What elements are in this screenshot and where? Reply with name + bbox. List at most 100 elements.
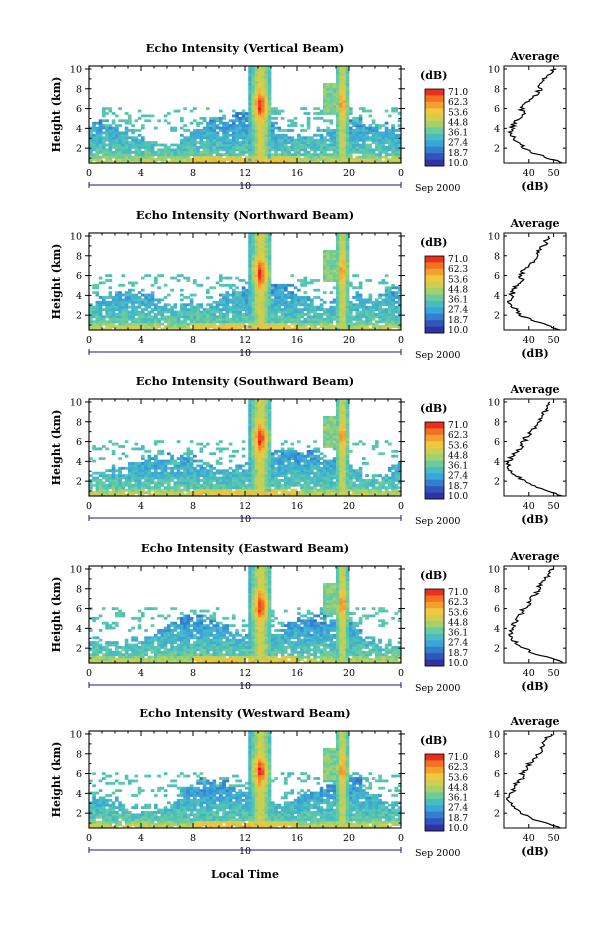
heatmap-cell: [290, 141, 295, 144]
heatmap-cell: [313, 457, 317, 461]
heatmap-cell: [267, 266, 272, 270]
heatmap-cell: [345, 281, 350, 285]
heatmap-cell: [267, 413, 272, 417]
heatmap-cell: [102, 146, 106, 149]
heatmap-cell: [342, 104, 347, 108]
heatmap-cell: [154, 313, 158, 316]
heatmap-cell: [290, 160, 295, 164]
heatmap-cell: [163, 119, 168, 123]
heatmap-cell: [388, 322, 392, 326]
heatmap-cell: [267, 274, 272, 278]
heatmap-cell: [206, 107, 210, 111]
heatmap-cell: [251, 131, 256, 135]
heatmap-cell: [102, 119, 106, 123]
heatmap-cell: [209, 452, 213, 456]
heatmap-cell: [352, 133, 356, 137]
heatmap-cell: [222, 491, 226, 494]
heatmap-cell: [316, 158, 321, 161]
heatmap-cell: [368, 308, 373, 311]
heatmap-cell: [284, 488, 288, 492]
heatmap-cell: [349, 303, 353, 307]
heatmap-cell: [228, 471, 233, 475]
heatmap-cell: [189, 322, 194, 326]
heatmap-cell: [355, 138, 360, 142]
heatmap-cell: [251, 276, 256, 280]
heatmap-cell: [105, 131, 109, 135]
heatmap-cell: [219, 136, 223, 140]
heatmap-cell: [323, 141, 327, 144]
heatmap-cell: [176, 317, 181, 321]
heatmap-cell: [225, 150, 230, 154]
heatmap-cell: [258, 112, 262, 115]
heatmap-cell: [342, 160, 347, 164]
heatmap-cell: [124, 141, 129, 144]
heatmap-cell: [384, 293, 389, 297]
heatmap-cell: [336, 288, 340, 292]
heatmap-cell: [381, 308, 386, 311]
heatmap-cell: [375, 158, 379, 161]
heatmap-cell: [384, 291, 389, 295]
heatmap-cell: [248, 476, 252, 480]
heatmap-cell: [189, 464, 194, 468]
heatmap-cell: [222, 313, 226, 316]
heatmap-cell: [261, 78, 265, 81]
heatmap-cell: [154, 462, 158, 465]
heatmap-cell: [267, 124, 272, 128]
heatmap-cell: [258, 104, 262, 108]
heatmap-cell: [323, 129, 327, 132]
heatmap-cell: [352, 305, 356, 309]
heatmap-cell: [241, 479, 246, 482]
heatmap-cell: [173, 317, 178, 321]
heatmap-cell: [95, 153, 100, 157]
heatmap-cell: [336, 325, 340, 328]
heatmap-cell: [228, 141, 233, 144]
heatmap-cell: [371, 148, 376, 152]
heatmap-cell: [300, 148, 304, 152]
heatmap-cell: [310, 454, 314, 458]
heatmap-cell: [394, 160, 399, 164]
heatmap-cell: [280, 313, 285, 316]
heatmap-cell: [154, 141, 158, 144]
heatmap-cell: [157, 486, 161, 490]
heatmap-cell: [251, 112, 256, 115]
heatmap-cell: [300, 486, 304, 490]
heatmap-cell: [293, 150, 298, 154]
heatmap-cell: [339, 104, 343, 108]
heatmap-cell: [131, 158, 135, 161]
panel-title: Echo Intensity (Southward Beam): [136, 374, 354, 388]
heatmap-cell: [287, 469, 291, 473]
heatmap-cell: [118, 148, 122, 152]
heatmap-cell: [98, 119, 103, 123]
heatmap-cell: [258, 124, 262, 128]
heatmap-cell: [332, 315, 337, 319]
heatmap-cell: [219, 493, 223, 497]
heatmap-cell: [339, 82, 343, 86]
heatmap-cell: [332, 271, 337, 275]
heatmap-cell: [303, 325, 308, 328]
heatmap-cell: [183, 471, 187, 475]
heatmap-cell: [349, 129, 353, 132]
heatmap-cell: [258, 279, 262, 282]
heatmap-cell: [332, 141, 337, 144]
heatmap-cell: [254, 121, 259, 125]
heatmap-cell: [342, 68, 347, 72]
heatmap-cell: [108, 150, 113, 154]
heatmap-cell: [329, 264, 334, 268]
heatmap-cell: [368, 320, 373, 324]
heatmap-cell: [98, 305, 103, 309]
heatmap-cell: [300, 158, 304, 161]
heatmap-cell: [215, 300, 220, 304]
heatmap-cell: [141, 150, 145, 154]
heatmap-cell: [336, 97, 340, 101]
heatmap-cell: [271, 479, 275, 482]
heatmap-cell: [248, 99, 252, 103]
heatmap-cell: [241, 322, 246, 326]
heatmap-cell: [326, 313, 330, 316]
heatmap-cell: [199, 155, 204, 159]
heatmap-cell: [248, 464, 252, 468]
heatmap-cell: [258, 296, 262, 299]
heatmap-cell: [232, 155, 236, 159]
heatmap-cell: [267, 129, 272, 132]
heatmap-cell: [251, 73, 256, 77]
heatmap-cell: [150, 317, 155, 321]
